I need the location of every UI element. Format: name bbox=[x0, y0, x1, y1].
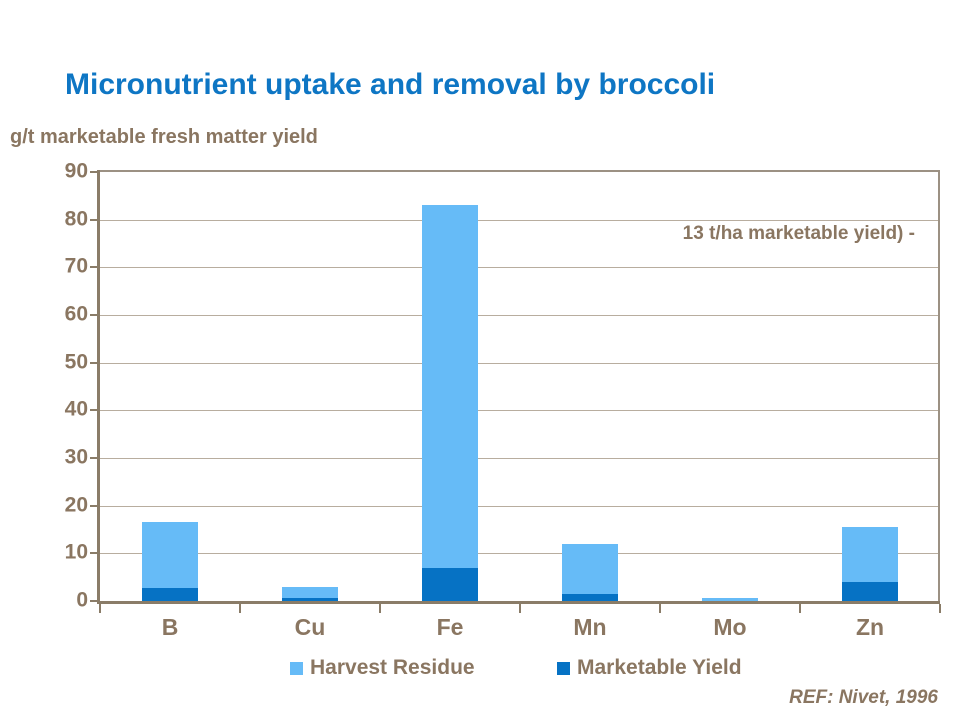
bar-mo-harvest-residue bbox=[702, 598, 758, 601]
gridline-30 bbox=[100, 458, 938, 459]
y-tick-mark-20 bbox=[90, 504, 98, 507]
x-tick-mark-2 bbox=[379, 604, 381, 613]
x-tick-mark-1 bbox=[239, 604, 241, 613]
bar-zn-marketable-yield bbox=[842, 581, 898, 601]
y-tick-mark-40 bbox=[90, 409, 98, 412]
x-tick-mark-3 bbox=[519, 604, 521, 613]
y-tick-label-60: 60 bbox=[64, 302, 88, 326]
y-axis-unit-label: g/t marketable fresh matter yield bbox=[10, 126, 318, 148]
y-tick-mark-30 bbox=[90, 457, 98, 459]
legend-label-marketable-yield: Marketable Yield bbox=[577, 656, 742, 679]
x-tick-mark-6 bbox=[939, 604, 941, 613]
gridline-20 bbox=[100, 505, 938, 507]
x-category-label-mn: Mn bbox=[573, 614, 607, 640]
y-tick-label-10: 10 bbox=[64, 540, 88, 564]
y-tick-label-70: 70 bbox=[64, 254, 88, 278]
x-tick-mark-4 bbox=[659, 604, 661, 613]
y-tick-label-30: 30 bbox=[64, 445, 88, 469]
y-tick-mark-60 bbox=[90, 314, 98, 316]
legend-item-harvest-residue: Harvest Residue bbox=[290, 656, 475, 680]
plot-right-border bbox=[938, 170, 940, 604]
harvest-residue-swatch-icon bbox=[290, 661, 303, 675]
x-tick-mark-5 bbox=[799, 604, 801, 613]
gridline-40 bbox=[100, 410, 938, 412]
y-tick-label-20: 20 bbox=[64, 493, 88, 517]
gridline-10 bbox=[100, 553, 938, 555]
y-tick-mark-10 bbox=[90, 552, 98, 555]
annotation-text: 13 t/ha marketable yield) - bbox=[682, 223, 915, 244]
reference-text: REF: Nivet, 1996 bbox=[789, 687, 938, 708]
gridline-50 bbox=[100, 362, 938, 364]
bar-fe-harvest-residue bbox=[422, 205, 478, 568]
gridline-80 bbox=[100, 219, 938, 221]
legend-label-harvest-residue: Harvest Residue bbox=[310, 656, 475, 679]
bar-fe-marketable-yield bbox=[422, 567, 478, 601]
x-category-label-mo: Mo bbox=[713, 614, 747, 640]
y-tick-mark-80 bbox=[90, 218, 98, 221]
x-category-label-cu: Cu bbox=[294, 614, 326, 640]
y-tick-mark-90 bbox=[90, 171, 98, 173]
y-tick-label-80: 80 bbox=[64, 207, 88, 231]
x-tick-mark-0 bbox=[99, 604, 101, 613]
x-category-label-zn: Zn bbox=[855, 614, 885, 640]
bar-b-harvest-residue bbox=[142, 522, 198, 589]
bar-cu-marketable-yield bbox=[282, 598, 338, 601]
y-tick-label-90: 90 bbox=[64, 159, 88, 183]
bar-cu-harvest-residue bbox=[282, 586, 338, 599]
y-tick-mark-50 bbox=[90, 361, 98, 364]
chart-title: Micronutrient uptake and removal by broc… bbox=[65, 68, 716, 101]
legend-item-marketable-yield: Marketable Yield bbox=[557, 656, 742, 680]
bar-mn-harvest-residue bbox=[562, 543, 618, 595]
plot-top-border bbox=[100, 170, 940, 172]
gridline-70 bbox=[100, 267, 938, 269]
bar-zn-harvest-residue bbox=[842, 527, 898, 582]
y-tick-mark-0 bbox=[90, 600, 98, 602]
y-tick-label-0: 0 bbox=[76, 588, 88, 612]
x-category-label-fe: Fe bbox=[436, 614, 464, 640]
x-axis-line bbox=[97, 601, 940, 604]
gridline-60 bbox=[100, 315, 938, 316]
x-category-label-b: B bbox=[161, 614, 179, 640]
y-tick-mark-70 bbox=[90, 266, 98, 269]
marketable-yield-swatch-icon bbox=[557, 661, 570, 675]
y-tick-label-50: 50 bbox=[64, 350, 88, 374]
bar-b-marketable-yield bbox=[142, 588, 198, 601]
legend: Harvest Residue Marketable Yield bbox=[0, 656, 960, 680]
bar-mn-marketable-yield bbox=[562, 594, 618, 601]
y-axis-line bbox=[97, 170, 100, 604]
y-tick-label-40: 40 bbox=[64, 397, 88, 421]
